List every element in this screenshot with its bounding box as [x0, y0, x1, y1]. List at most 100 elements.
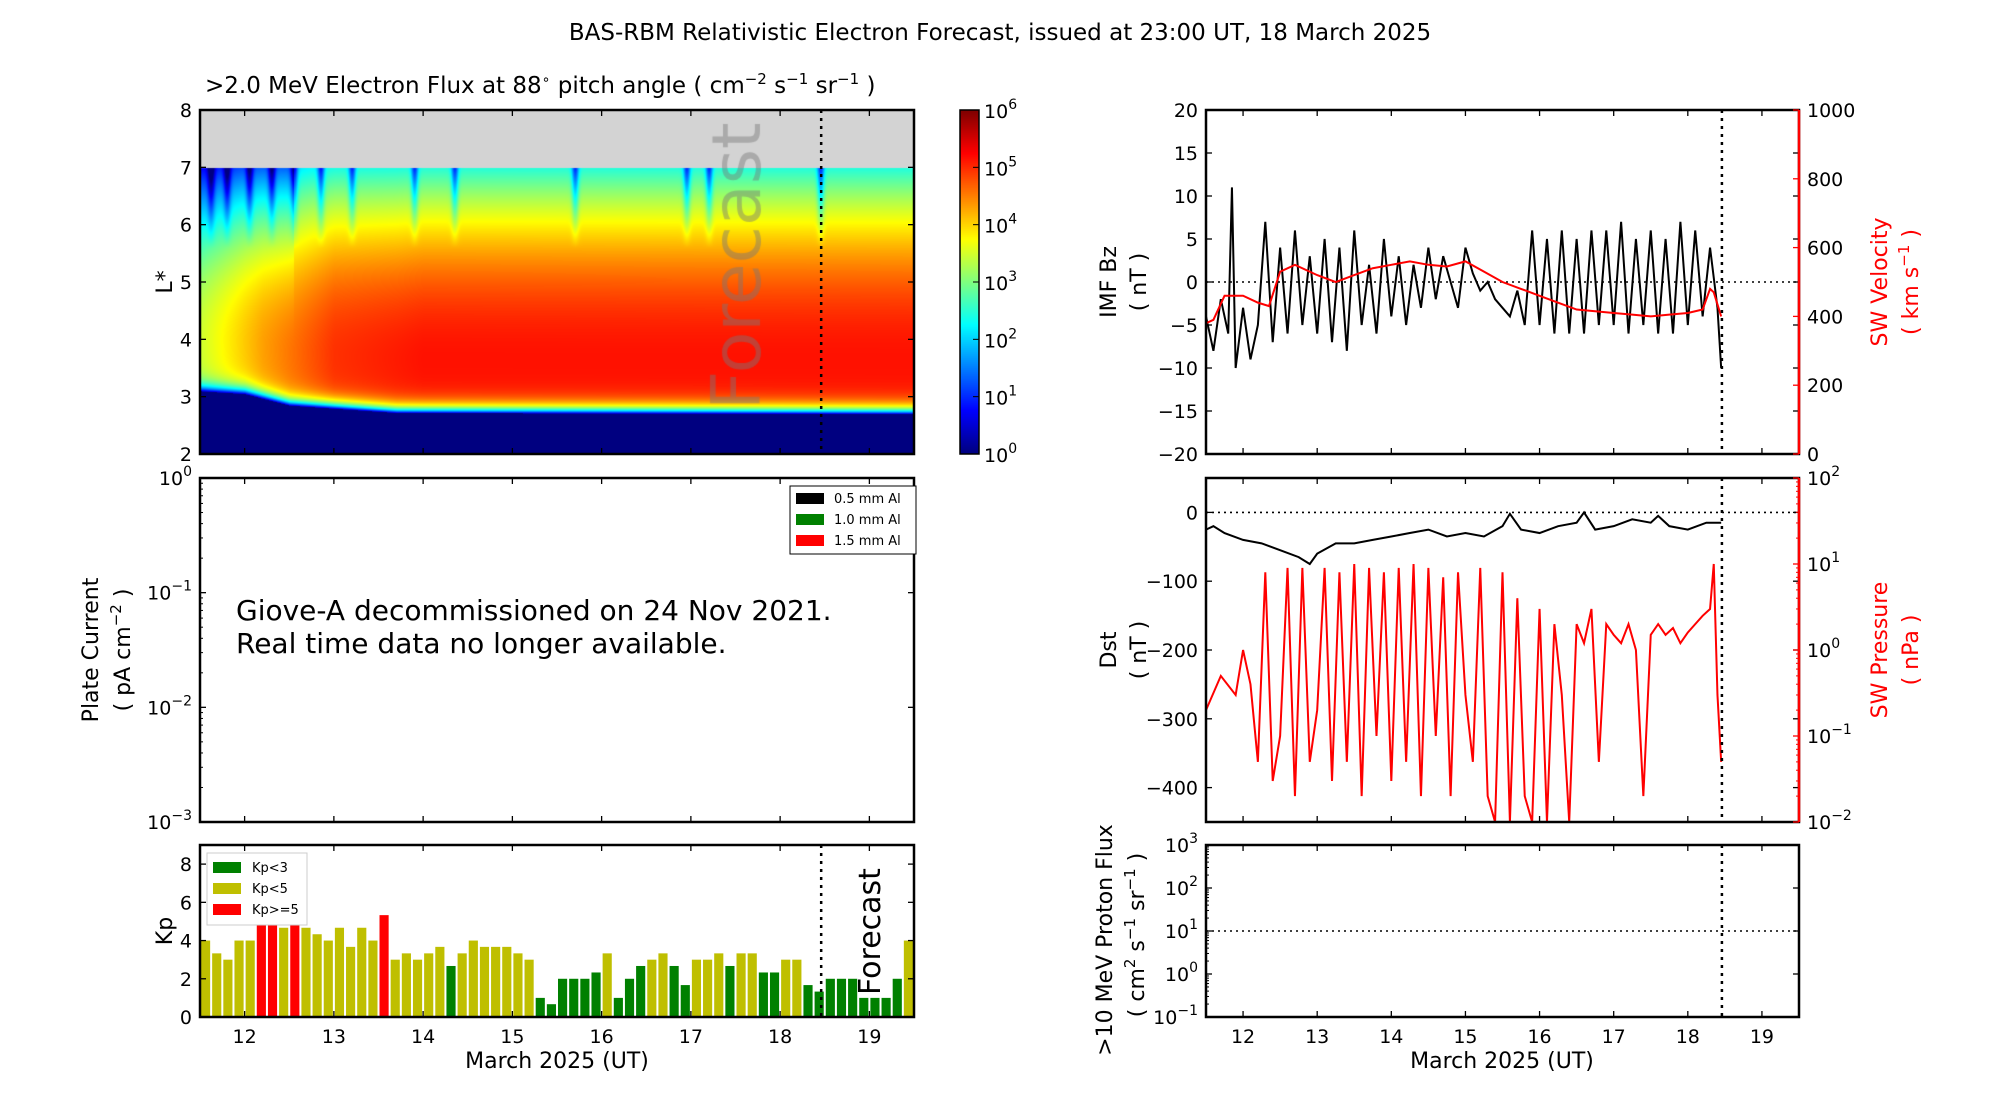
kp-bar [479, 946, 490, 1017]
dst-y-label: −100 [1146, 571, 1198, 593]
kp-bar [647, 959, 657, 1017]
kp-bar [591, 972, 601, 1017]
kp-y-label: Kp [153, 917, 178, 945]
flux-y-label: 4 [180, 329, 192, 351]
kp-bar [624, 978, 635, 1017]
plate-y-label: 10−1 [147, 579, 192, 605]
kp-bar [870, 997, 880, 1017]
kp-bar [301, 927, 311, 1017]
legend-swatch [213, 883, 241, 894]
colorbar-tick-label: 105 [984, 154, 1017, 180]
legend-swatch [796, 493, 824, 504]
pressure-y-label: 10−1 [1807, 722, 1852, 748]
kp-bar [390, 959, 400, 1017]
sw-pressure-unit: ( nPa ) [1899, 615, 1924, 686]
kp-bar [379, 915, 389, 1017]
x-tick-label: 15 [1453, 1026, 1477, 1048]
colorbar-tick-label: 104 [984, 212, 1017, 238]
legend-swatch [213, 904, 241, 915]
kp-bar [680, 985, 690, 1017]
kp-bar [535, 997, 545, 1017]
kp-bar [859, 997, 869, 1017]
figure-title: BAS-RBM Relativistic Electron Forecast, … [569, 20, 1431, 46]
proton-y-label: >10 MeV Proton Flux [1093, 824, 1118, 1056]
kp-bar [357, 927, 367, 1017]
kp-bar [223, 959, 233, 1017]
dst-y-label: Dst [1097, 631, 1122, 668]
imf-y-label: −15 [1158, 401, 1198, 423]
proton-y-unit: ( cm2 s−1 sr−1 ) [1121, 853, 1150, 1017]
sw-velocity-unit: ( km s−1 ) [1895, 229, 1924, 335]
dst-y-unit: ( nT ) [1127, 621, 1152, 680]
kp-plot-frame [198, 843, 916, 1019]
kp-bar [836, 978, 847, 1017]
flux-y-label: 6 [180, 215, 192, 237]
proton-y-label: 103 [1165, 831, 1198, 857]
x-tick-label: 16 [1527, 1026, 1551, 1048]
imf-y-label: 5 [1186, 229, 1198, 251]
velocity-y-label: 600 [1807, 238, 1843, 260]
x-tick-label: 17 [1602, 1026, 1626, 1048]
kp-bar [803, 985, 813, 1017]
kp-bar [513, 953, 523, 1017]
plate-legend: 0.5 mm Al 1.0 mm Al 1.5 mm Al [789, 485, 917, 555]
kp-bar [691, 959, 702, 1017]
flux-y-label: 5 [180, 272, 192, 294]
kp-bar [892, 978, 902, 1017]
dst-y-label: −400 [1146, 778, 1198, 800]
kp-y-label: 0 [180, 1007, 192, 1029]
x-tick-label: 18 [1676, 1026, 1700, 1048]
kp-bar [468, 940, 478, 1017]
kp-bar [323, 940, 333, 1017]
sw-pressure-line [1205, 563, 1723, 823]
kp-bar [502, 946, 512, 1017]
pressure-y-label: 102 [1807, 464, 1840, 490]
x-tick-label: 13 [1305, 1026, 1329, 1048]
kp-bar [368, 940, 378, 1017]
kp-bar [334, 927, 345, 1017]
kp-bar [346, 946, 356, 1017]
imf-y-label: IMF Bz [1097, 246, 1122, 318]
legend-label: Kp>=5 [252, 903, 299, 918]
pressure-y-label: 100 [1807, 636, 1840, 662]
dst-line [1205, 510, 1722, 566]
plate-y-label: 10−2 [147, 693, 192, 719]
legend-label: Kp<3 [252, 861, 288, 876]
x-tick-label: 19 [1750, 1026, 1774, 1048]
kp-bar [256, 921, 266, 1017]
plate-y-label: 10−3 [147, 808, 192, 834]
velocity-y-label: 800 [1807, 169, 1843, 191]
right-x-label: March 2025 (UT) [1410, 1049, 1594, 1074]
flux-y-label: 3 [180, 387, 192, 409]
legend-label: 1.5 mm Al [834, 534, 901, 549]
x-tick-label: 13 [322, 1026, 346, 1048]
kp-bar [758, 972, 768, 1017]
pressure-y-label: 10−2 [1807, 808, 1852, 834]
kp-bar [401, 953, 411, 1017]
sw-pressure-label: SW Pressure [1868, 582, 1893, 719]
plate-y-label: Plate Current [79, 577, 104, 722]
imf-y-unit: ( nT ) [1127, 253, 1152, 312]
legend-label: 0.5 mm Al [834, 492, 901, 507]
kp-bar [714, 953, 724, 1017]
flux-y-label: 7 [180, 157, 192, 179]
sw-velocity-label: SW Velocity [1868, 217, 1893, 346]
decommission-note-line2: Real time data no longer available. [236, 627, 727, 660]
dst-y-label: −200 [1146, 640, 1198, 662]
imf-y-label: −5 [1170, 315, 1198, 337]
kp-bar [725, 965, 735, 1017]
plate-current-plot-frame [198, 476, 916, 824]
kp-y-label: 6 [180, 892, 192, 914]
kp-bar [769, 972, 780, 1017]
kp-bar [814, 991, 824, 1017]
kp-bar [279, 927, 289, 1017]
plate-y-unit: ( pA cm−2 ) [107, 589, 136, 712]
kp-bar [736, 953, 746, 1017]
sw-velocity-line [1205, 260, 1723, 325]
imf-y-label: −10 [1158, 358, 1198, 380]
kp-bar [267, 921, 278, 1017]
kp-bar [636, 965, 646, 1017]
plate-y-label: 100 [159, 464, 192, 490]
